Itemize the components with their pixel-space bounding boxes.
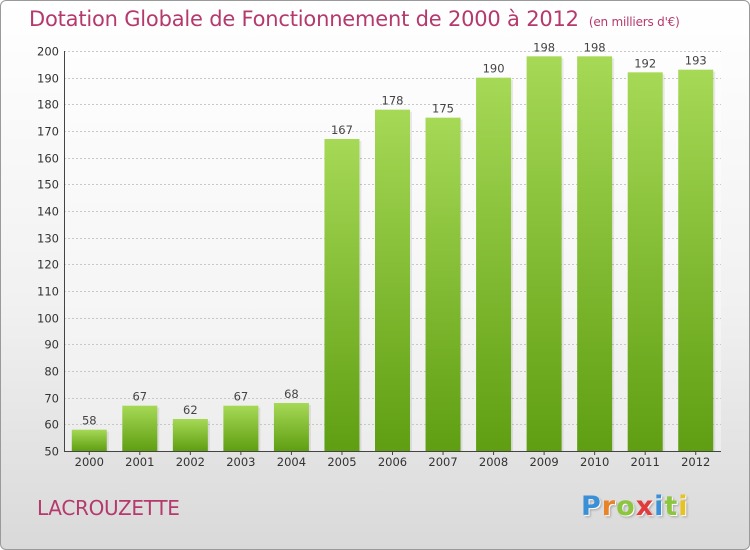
y-tick-label: 70 <box>44 392 59 406</box>
y-tick-label: 50 <box>44 445 59 459</box>
x-tick-label: 2002 <box>176 455 205 469</box>
data-label: 68 <box>284 387 299 401</box>
bar <box>172 419 208 451</box>
x-tick-label: 2010 <box>580 455 609 469</box>
x-tick-label: 2006 <box>378 455 407 469</box>
proxiti-logo: Proxiti <box>581 491 689 522</box>
y-tick-label: 100 <box>37 312 59 326</box>
bar <box>324 139 360 451</box>
x-tick-label: 2012 <box>681 455 710 469</box>
bar <box>375 109 410 452</box>
x-tick-label: 2003 <box>226 455 255 469</box>
logo-letter: i <box>678 491 689 522</box>
commune-name: LACROUZETTE <box>37 496 180 520</box>
data-label: 175 <box>432 102 454 116</box>
x-tick-label: 2001 <box>125 455 154 469</box>
y-tick-label: 170 <box>37 125 59 139</box>
y-tick-label: 200 <box>37 45 59 59</box>
x-tick-label: 2007 <box>428 455 457 469</box>
x-tick-label: 2008 <box>479 455 508 469</box>
y-tick-label: 110 <box>37 285 59 299</box>
data-label: 62 <box>183 403 198 417</box>
bar <box>526 56 562 451</box>
x-tick-label: 2005 <box>327 455 356 469</box>
logo-letter: P <box>581 491 602 522</box>
y-tick-label: 140 <box>37 205 59 219</box>
logo-letter: o <box>616 491 636 522</box>
data-label: 67 <box>132 390 147 404</box>
data-label: 167 <box>331 123 353 137</box>
logo-letter: i <box>654 491 665 522</box>
data-label: 178 <box>382 94 404 108</box>
data-label: 198 <box>584 40 606 54</box>
y-tick-label: 60 <box>44 418 59 432</box>
data-label: 67 <box>234 390 249 404</box>
data-label: 198 <box>533 40 555 54</box>
x-tick-label: 2009 <box>529 455 558 469</box>
x-tick-label: 2011 <box>631 455 660 469</box>
y-tick-label: 80 <box>44 365 59 379</box>
y-tick-label: 90 <box>44 338 59 352</box>
y-tick-label: 160 <box>37 152 59 166</box>
data-label: 193 <box>685 54 707 68</box>
y-tick-label: 130 <box>37 232 59 246</box>
x-tick-label: 2004 <box>277 455 306 469</box>
title-text: Dotation Globale de Fonctionnement de 20… <box>29 7 579 31</box>
y-tick-label: 180 <box>37 98 59 112</box>
x-tick-label: 2000 <box>75 455 104 469</box>
logo-letter: r <box>601 491 617 522</box>
y-tick-label: 150 <box>37 178 59 192</box>
bar <box>122 405 158 451</box>
bar <box>678 69 714 452</box>
data-label: 58 <box>82 414 97 428</box>
y-tick-label: 190 <box>37 72 59 86</box>
chart-subtitle: (en milliers d'€) <box>588 15 680 29</box>
data-label: 190 <box>483 62 505 76</box>
bar <box>71 429 107 451</box>
logo-letter: x <box>635 491 655 522</box>
bar <box>425 117 461 452</box>
chart-title: Dotation Globale de Fonctionnement de 20… <box>29 7 680 31</box>
data-label: 192 <box>634 56 656 70</box>
bar <box>577 56 613 451</box>
bar <box>273 403 309 451</box>
bar <box>476 77 512 452</box>
y-tick-label: 120 <box>37 258 59 272</box>
bar <box>223 405 259 451</box>
bar <box>627 72 663 451</box>
logo-letter: t <box>664 491 679 522</box>
